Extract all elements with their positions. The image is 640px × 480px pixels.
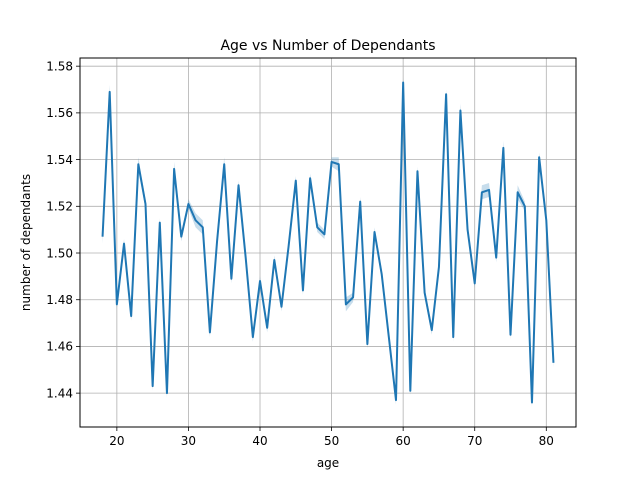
series-line bbox=[101, 81, 555, 404]
confidence-band bbox=[102, 77, 554, 408]
grid bbox=[80, 58, 576, 427]
y-tick-label: 1.58 bbox=[46, 59, 73, 73]
chart-title: Age vs Number of Dependants bbox=[220, 38, 435, 54]
x-tick-label: 40 bbox=[252, 434, 267, 448]
x-axis-ticks: 20 30 40 50 60 70 80 bbox=[109, 427, 554, 448]
y-tick-label: 1.52 bbox=[46, 200, 73, 214]
x-axis-label: age bbox=[317, 456, 339, 470]
y-tick-label: 1.54 bbox=[46, 153, 73, 167]
confidence-band-layer bbox=[102, 77, 554, 408]
x-tick-label: 20 bbox=[109, 434, 124, 448]
x-tick-label: 30 bbox=[181, 434, 196, 448]
series-line-layer bbox=[101, 81, 555, 404]
x-tick-label: 70 bbox=[467, 434, 482, 448]
y-tick-label: 1.48 bbox=[46, 293, 73, 307]
plot-frame bbox=[79, 57, 577, 428]
x-tick-label: 60 bbox=[396, 434, 411, 448]
x-tick-label: 80 bbox=[539, 434, 554, 448]
y-tick-label: 1.44 bbox=[46, 386, 73, 400]
x-tick-label: 50 bbox=[324, 434, 339, 448]
y-axis-label: number of dependants bbox=[19, 174, 33, 311]
y-tick-label: 1.50 bbox=[46, 246, 73, 260]
y-axis-ticks: 1.44 1.46 1.48 1.50 1.52 1.54 1.56 1.58 bbox=[46, 59, 80, 400]
y-tick-label: 1.56 bbox=[46, 106, 73, 120]
y-tick-label: 1.46 bbox=[46, 340, 73, 354]
